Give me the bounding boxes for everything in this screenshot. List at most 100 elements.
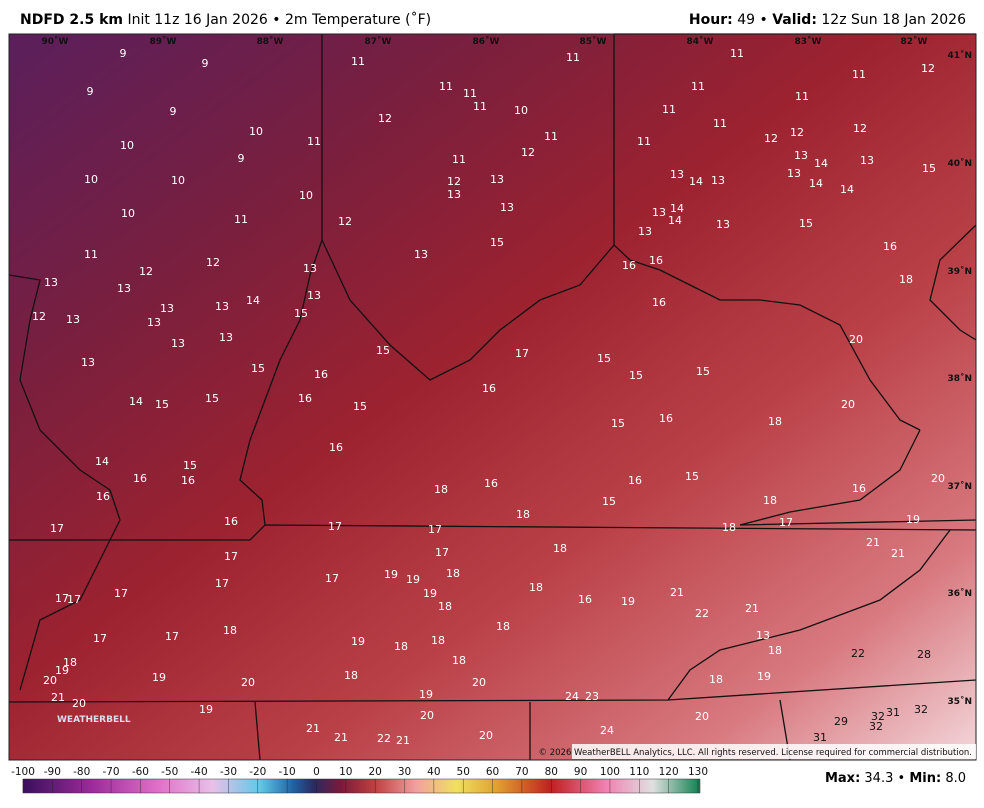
station-value: 20: [472, 676, 486, 689]
station-value: 13: [147, 316, 161, 329]
station-value: 17: [114, 587, 128, 600]
lat-label: 36˚N: [947, 588, 972, 599]
station-value: 20: [479, 729, 493, 742]
station-value: 17: [435, 546, 449, 559]
lon-label: 83˚W: [795, 36, 822, 47]
border: [613, 34, 921, 431]
temperature-field: [9, 34, 976, 760]
min-label: Min:: [909, 771, 942, 786]
lon-label: 84˚W: [687, 36, 714, 47]
station-value: 9: [238, 152, 245, 165]
station-value: 10: [121, 207, 135, 220]
lat-label: 41˚N: [947, 50, 972, 61]
copyright: © 2026 WeatherBELL Analytics, LLC. All r…: [539, 748, 972, 758]
station-value: 21: [866, 536, 880, 549]
station-value: 16: [649, 254, 663, 267]
station-value: 17: [428, 523, 442, 536]
station-value: 15: [799, 217, 813, 230]
parameter: 2m Temperature (˚F): [284, 12, 432, 28]
station-value: 15: [376, 344, 390, 357]
station-value: 13: [414, 248, 428, 261]
station-value: 11: [84, 248, 98, 261]
station-value: 11: [307, 135, 321, 148]
sep: •: [897, 771, 906, 786]
station-value: 19: [423, 587, 437, 600]
colorbar-tick-label: -100: [11, 766, 35, 778]
station-value: 18: [394, 640, 408, 653]
station-value: 12: [764, 132, 778, 145]
min: 8.0: [945, 771, 966, 786]
station-value: 12: [338, 215, 352, 228]
station-value: 10: [171, 174, 185, 187]
station-value: 16: [622, 259, 636, 272]
station-value: 14: [840, 183, 854, 196]
sep: •: [759, 12, 768, 28]
station-value: 15: [490, 236, 504, 249]
station-value: 16: [181, 474, 195, 487]
header: NDFD 2.5 km Init 11z 16 Jan 2026 • 2m Te…: [0, 0, 984, 34]
colorbar-tick-label: 60: [486, 766, 499, 778]
map-frame: [8, 33, 977, 761]
station-value: 32: [869, 720, 883, 733]
station-value: 11: [544, 130, 558, 143]
station-value: 13: [711, 174, 725, 187]
station-value: 22: [377, 732, 391, 745]
station-value: 11: [662, 103, 676, 116]
station-value: 9: [170, 105, 177, 118]
lat-label: 37˚N: [947, 481, 972, 492]
station-value: 12: [32, 310, 46, 323]
station-value: 16: [133, 472, 147, 485]
station-value: 18: [529, 581, 543, 594]
valid: 12z Sun 18 Jan 2026: [821, 12, 966, 28]
station-value: 13: [81, 356, 95, 369]
border: [239, 34, 323, 526]
station-value: 24: [565, 690, 579, 703]
lon-label: 86˚W: [473, 36, 500, 47]
station-value: 19: [621, 595, 635, 608]
station-value: 19: [406, 573, 420, 586]
station-value: 13: [160, 302, 174, 315]
station-value: 32: [871, 710, 885, 723]
station-value: 18: [553, 542, 567, 555]
station-value: 13: [794, 149, 808, 162]
station-value: 9: [87, 85, 94, 98]
max-label: Max:: [824, 771, 861, 786]
station-value: 15: [696, 365, 710, 378]
station-value: 13: [219, 331, 233, 344]
station-value: 9: [202, 57, 209, 70]
station-value: 15: [294, 307, 308, 320]
colorbar-tick-label: 30: [398, 766, 411, 778]
station-value: 20: [931, 472, 945, 485]
station-value: 14: [689, 175, 703, 188]
station-value: 15: [685, 470, 699, 483]
station-value: 21: [396, 734, 410, 747]
station-value: 11: [566, 51, 580, 64]
station-value: 16: [482, 382, 496, 395]
station-value: 18: [722, 521, 736, 534]
station-value: 10: [514, 104, 528, 117]
station-value: 19: [55, 664, 69, 677]
copyright-bg: [572, 744, 976, 759]
station-value: 12: [206, 256, 220, 269]
lat-label: 35˚N: [947, 696, 972, 707]
station-value: 17: [67, 593, 81, 606]
colorbar-tick-label: 70: [515, 766, 528, 778]
colorbar-tick-label: -30: [220, 766, 237, 778]
station-value: 17: [515, 347, 529, 360]
colorbar-tick-label: -70: [102, 766, 119, 778]
lon-label: 89˚W: [150, 36, 177, 47]
station-value: 31: [886, 706, 900, 719]
station-value: 24: [600, 724, 614, 737]
station-value: 14: [668, 214, 682, 227]
station-value: 15: [183, 459, 197, 472]
station-value: 16: [578, 593, 592, 606]
colorbar-tick-label: 110: [629, 766, 649, 778]
station-value: 11: [439, 80, 453, 93]
station-value: 13: [652, 206, 666, 219]
station-value: 13: [215, 300, 229, 313]
border: [9, 524, 977, 541]
border: [254, 679, 977, 761]
station-value: 15: [251, 362, 265, 375]
station-value: 17: [325, 572, 339, 585]
